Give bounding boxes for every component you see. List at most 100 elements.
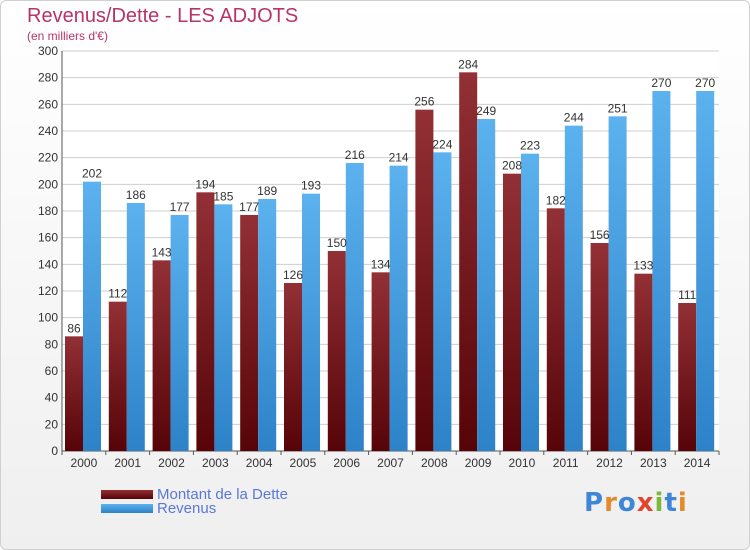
x-tick-label: 2004 xyxy=(246,456,273,470)
dette-bar xyxy=(634,273,653,451)
revenus-value-label: 177 xyxy=(170,200,190,214)
revenus-bar xyxy=(126,203,145,451)
x-tick-label: 2014 xyxy=(684,456,711,470)
revenus-value-label: 185 xyxy=(213,189,233,203)
y-tick-label: 140 xyxy=(38,257,58,271)
y-tick-label: 300 xyxy=(38,44,58,58)
x-tick-label: 2002 xyxy=(158,456,185,470)
dette-value-label: 182 xyxy=(546,193,566,207)
revenus-bar xyxy=(345,163,364,451)
revenus-bar xyxy=(433,152,452,452)
x-tick-label: 2008 xyxy=(421,456,448,470)
dette-bar xyxy=(65,336,83,451)
revenus-bar xyxy=(608,116,627,451)
y-tick-label: 40 xyxy=(45,391,59,405)
proxiti-logo: Proxiti xyxy=(584,488,688,518)
logo-letter: o xyxy=(617,488,637,518)
chart-subtitle: (en milliers d'€) xyxy=(27,29,108,43)
y-tick-label: 280 xyxy=(38,71,58,85)
dette-bar xyxy=(108,301,127,451)
y-tick-label: 200 xyxy=(38,177,58,191)
legend-label-dette: Montant de la Dette xyxy=(157,485,288,503)
x-tick-label: 2012 xyxy=(596,456,623,470)
revenus-bar xyxy=(170,215,189,451)
logo-letter: t xyxy=(664,488,678,518)
revenus-value-label: 193 xyxy=(301,179,321,193)
dette-value-label: 112 xyxy=(108,287,127,301)
dette-value-label: 208 xyxy=(502,159,522,173)
dette-bar xyxy=(546,208,565,451)
dette-bar xyxy=(240,215,259,451)
revenus-value-label: 202 xyxy=(82,167,102,181)
revenus-bar xyxy=(389,165,408,451)
revenus-value-label: 249 xyxy=(476,104,496,118)
revenus-bar xyxy=(696,91,715,451)
revenus-value-label: 224 xyxy=(432,137,452,151)
logo-letter: r xyxy=(604,488,618,518)
x-tick-label: 2006 xyxy=(333,456,360,470)
x-tick-label: 2003 xyxy=(202,456,229,470)
dette-bar xyxy=(152,260,171,451)
dette-bar xyxy=(459,72,478,451)
x-tick-label: 2007 xyxy=(377,456,404,470)
revenus-value-label: 270 xyxy=(695,76,715,90)
legend-swatch-revenus xyxy=(101,503,153,513)
dette-bar xyxy=(503,173,521,451)
chart-title: Revenus/Dette - LES ADJOTS xyxy=(27,5,299,27)
revenus-bar xyxy=(214,204,233,451)
revenus-value-label: 223 xyxy=(520,139,540,153)
dette-bar xyxy=(371,272,390,451)
x-tick-label: 2010 xyxy=(509,456,536,470)
dette-value-label: 150 xyxy=(327,236,347,250)
revenus-bar xyxy=(258,199,277,451)
dette-bar xyxy=(196,192,215,452)
revenus-bar xyxy=(302,193,320,451)
y-tick-label: 80 xyxy=(45,337,59,351)
dette-bar xyxy=(678,303,697,451)
dette-value-label: 134 xyxy=(371,257,391,271)
legend-swatch-dette xyxy=(101,489,153,499)
dette-value-label: 86 xyxy=(67,321,81,335)
revenus-value-label: 244 xyxy=(564,111,584,125)
revenus-value-label: 186 xyxy=(126,188,146,202)
dette-value-label: 156 xyxy=(590,228,610,242)
x-tick-label: 2001 xyxy=(114,456,141,470)
revenus-bar xyxy=(83,181,101,451)
dette-value-label: 111 xyxy=(678,288,697,302)
legend-item-revenus: Revenus xyxy=(101,500,216,517)
dette-value-label: 133 xyxy=(633,259,653,273)
logo-letter: P xyxy=(584,488,605,518)
dette-value-label: 143 xyxy=(152,245,172,259)
y-tick-label: 60 xyxy=(45,364,59,378)
y-tick-label: 120 xyxy=(38,284,58,298)
dette-bar xyxy=(415,109,434,452)
dette-value-label: 256 xyxy=(414,95,434,109)
revenus-bar xyxy=(564,125,583,452)
y-tick-label: 160 xyxy=(38,231,58,245)
dette-value-label: 194 xyxy=(195,177,215,191)
y-tick-label: 180 xyxy=(38,204,58,218)
legend-item-dette: Montant de la Dette xyxy=(101,485,288,503)
revenus-value-label: 214 xyxy=(389,151,409,165)
logo-letter: i xyxy=(677,488,688,518)
revenus-bar xyxy=(521,153,539,451)
dette-bar xyxy=(327,251,346,451)
x-tick-label: 2000 xyxy=(71,456,98,470)
dette-value-label: 284 xyxy=(458,57,478,71)
logo-letter: x xyxy=(636,488,655,518)
dette-bar xyxy=(590,243,609,451)
y-tick-label: 100 xyxy=(38,311,58,325)
y-tick-label: 240 xyxy=(38,124,58,138)
x-tick-label: 2005 xyxy=(290,456,317,470)
revenus-value-label: 216 xyxy=(345,148,365,162)
revenus-value-label: 270 xyxy=(651,76,671,90)
dette-value-label: 126 xyxy=(283,268,303,282)
x-tick-label: 2009 xyxy=(465,456,492,470)
y-tick-label: 20 xyxy=(45,417,59,431)
x-tick-label: 2011 xyxy=(553,456,579,470)
logo-letter: i xyxy=(654,488,665,518)
x-tick-label: 2013 xyxy=(640,456,667,470)
revenus-value-label: 189 xyxy=(257,184,277,198)
